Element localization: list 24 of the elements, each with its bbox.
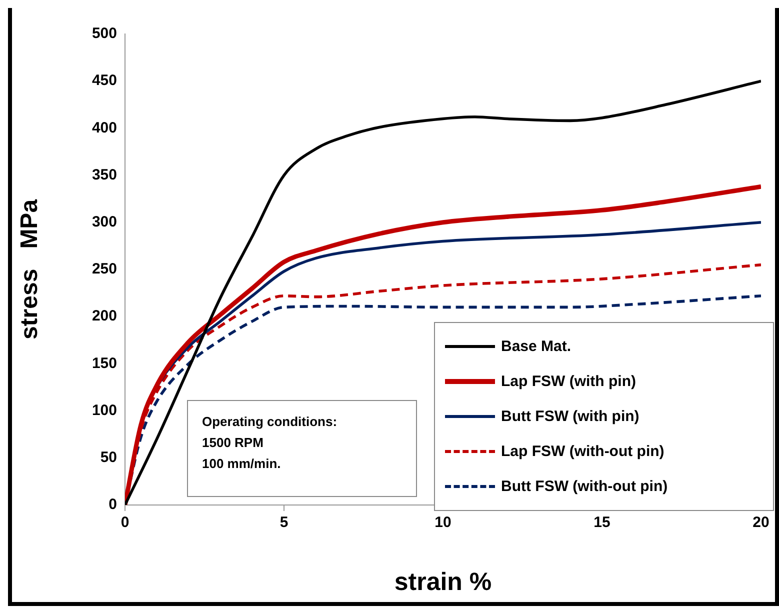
x-tick-label: 10 (434, 514, 452, 532)
x-tick-label: 0 (120, 514, 130, 532)
y-tick-label: 300 (92, 214, 117, 231)
y-tick-label: 200 (92, 308, 117, 325)
y-tick-label: 350 (92, 166, 117, 184)
y-tick-label: 400 (92, 119, 117, 136)
y-tick-label: 100 (92, 402, 117, 419)
y-tick-label: 500 (92, 25, 117, 42)
y-tick-label: 150 (92, 354, 117, 372)
y-tick-label: 250 (92, 260, 117, 278)
y-tick-label: 0 (108, 496, 117, 514)
x-tick-label: 15 (594, 514, 610, 532)
legend-label: Lap FSW (with pin) (501, 373, 636, 390)
y-axis-title: stress MPa (16, 198, 44, 340)
x-axis-title: strain % (394, 568, 492, 596)
annotation: Operating conditions: 1500 RPM 100 mm/min. (187, 400, 417, 497)
y-tick-label: 50 (100, 449, 117, 466)
legend-label: Butt FSW (with pin) (501, 408, 640, 425)
legend-label: Base Mat. (501, 338, 572, 355)
x-tick-label: 5 (280, 514, 288, 532)
legend-label: Butt FSW (with-out pin) (501, 478, 668, 495)
y-tick-label: 450 (92, 72, 117, 90)
x-tick-label: 20 (752, 514, 770, 532)
legend-label: Lap FSW (with-out pin) (501, 443, 664, 460)
